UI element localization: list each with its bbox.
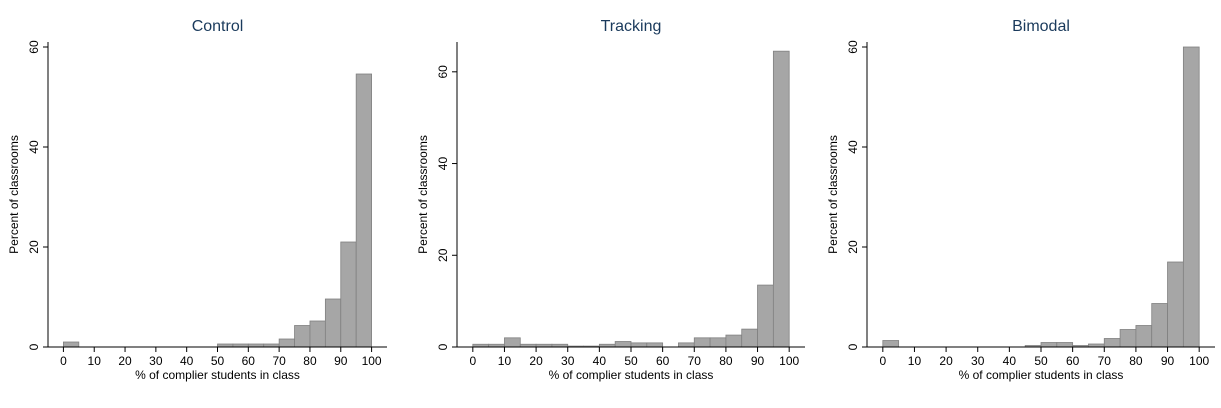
x-tick-label: 60 (1066, 354, 1080, 368)
y-tick-label: 40 (27, 140, 41, 154)
y-tick-label: 20 (27, 240, 41, 254)
bar (741, 328, 758, 348)
y-tick-label: 40 (436, 157, 450, 171)
y-tick-label: 0 (436, 343, 450, 350)
x-tick-label: 20 (118, 354, 132, 368)
bar (504, 337, 521, 348)
x-tick-label: 80 (1129, 354, 1143, 368)
bar (614, 341, 632, 348)
y-tick-label: 60 (846, 40, 860, 54)
bar (1056, 342, 1074, 348)
x-tick-label: 70 (688, 354, 702, 368)
x-tick-label: 10 (908, 354, 922, 368)
bar (355, 73, 372, 348)
x-tick-label: 50 (1034, 354, 1048, 368)
x-tick-label: 60 (242, 354, 256, 368)
bar (1182, 46, 1200, 348)
bar (294, 325, 311, 348)
bar (709, 337, 727, 348)
x-tick-label: 10 (498, 354, 512, 368)
y-tick-label: 40 (846, 140, 860, 154)
y-tick-label: 0 (27, 343, 41, 350)
bar (678, 342, 695, 348)
y-tick-label: 60 (27, 40, 41, 54)
bar (1135, 325, 1153, 348)
bar (1167, 261, 1184, 348)
x-tick-label: 90 (334, 354, 348, 368)
x-tick-label: 0 (60, 354, 67, 368)
x-tick-label: 70 (1098, 354, 1112, 368)
x-tick-label: 30 (561, 354, 575, 368)
bar (772, 50, 790, 348)
x-tick-label: 10 (88, 354, 102, 368)
bar (340, 241, 357, 348)
x-tick-label: 0 (469, 354, 476, 368)
bar (63, 341, 80, 348)
y-axis-label: Percent of classrooms (826, 135, 840, 254)
x-tick-label: 80 (719, 354, 733, 368)
x-tick-label: 0 (879, 354, 886, 368)
x-tick-label: 30 (971, 354, 985, 368)
y-axis-label: Percent of classrooms (7, 135, 21, 254)
y-tick-label: 60 (436, 65, 450, 79)
bar (757, 284, 774, 348)
x-tick-label: 60 (656, 354, 670, 368)
bar (324, 298, 342, 348)
bar (646, 342, 664, 348)
x-tick-label: 40 (593, 354, 607, 368)
bar (1151, 303, 1168, 348)
bar (309, 320, 326, 348)
x-tick-label: 50 (624, 354, 638, 368)
x-tick-label: 70 (272, 354, 286, 368)
x-tick-label: 40 (180, 354, 194, 368)
bar (278, 338, 295, 348)
x-tick-label: 20 (939, 354, 953, 368)
y-axis-label: Percent of classrooms (416, 135, 430, 254)
x-tick-label: 40 (1003, 354, 1017, 368)
y-tick-label: 20 (846, 240, 860, 254)
bar (693, 337, 711, 348)
bar (882, 340, 900, 348)
x-tick-label: 100 (779, 354, 799, 368)
x-axis-label: % of complier students in class (135, 368, 300, 382)
x-tick-label: 80 (303, 354, 317, 368)
bar (725, 334, 743, 348)
x-tick-label: 100 (1189, 354, 1209, 368)
x-tick-label: 30 (149, 354, 163, 368)
x-tick-label: 90 (1161, 354, 1175, 368)
x-tick-label: 50 (211, 354, 225, 368)
bar (1040, 342, 1058, 348)
x-tick-label: 100 (362, 354, 382, 368)
panel-title: Bimodal (1012, 18, 1070, 35)
bar (1103, 338, 1121, 348)
panel-title: Control (192, 18, 244, 35)
x-axis-label: % of complier students in class (549, 368, 714, 382)
x-tick-label: 20 (529, 354, 543, 368)
panel-title: Tracking (601, 18, 662, 35)
bar (630, 342, 648, 348)
bar (1119, 329, 1137, 348)
x-axis-label: % of complier students in class (959, 368, 1124, 382)
y-tick-label: 0 (846, 343, 860, 350)
x-tick-label: 90 (751, 354, 765, 368)
y-tick-label: 20 (436, 248, 450, 262)
